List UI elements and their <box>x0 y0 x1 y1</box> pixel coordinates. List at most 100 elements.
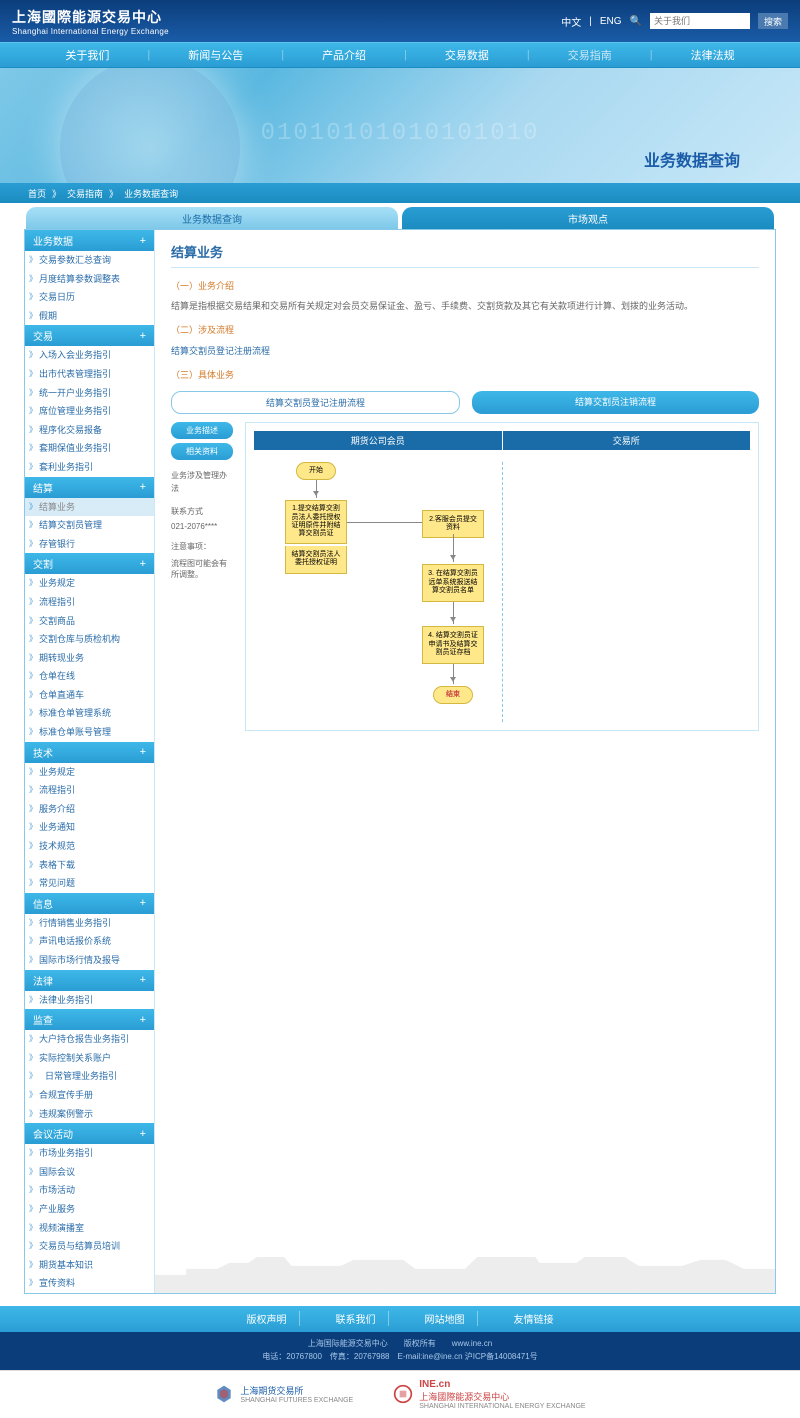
tab-1[interactable]: 市场观点 <box>402 207 774 229</box>
section-3-heading: （三）具体业务 <box>171 367 759 383</box>
lang-cn-link[interactable]: 中文 <box>561 14 581 29</box>
footer-logo-1[interactable]: 上海期货交易所 SHANGHAI FUTURES EXCHANGE <box>214 1384 353 1404</box>
sidebar-item-2-0[interactable]: 结算业务 <box>25 498 154 517</box>
expand-icon: + <box>140 974 146 986</box>
breadcrumb-2[interactable]: 业务数据查询 <box>124 187 178 200</box>
tab-0[interactable]: 业务数据查询 <box>26 207 398 229</box>
sidebar-item-4-2[interactable]: 服务介绍 <box>25 800 154 819</box>
breadcrumb-1[interactable]: 交易指南 <box>67 187 103 200</box>
sidebar-item-5-0[interactable]: 行情销售业务指引 <box>25 914 154 933</box>
sidebar-header-2[interactable]: 结算+ <box>25 477 154 498</box>
sidebar-item-7-2[interactable]: 合规宣传手册 <box>25 1086 154 1105</box>
sidebar-item-3-5[interactable]: 仓单在线 <box>25 667 154 686</box>
search-button[interactable]: 搜索 <box>758 13 788 29</box>
sidebar-header-7[interactable]: 监查+ <box>25 1009 154 1030</box>
footer-info-2: 电话：20767800 传真：20767988 E-mail:ine@ine.c… <box>0 1351 800 1364</box>
sidebar-item-0-3[interactable]: 假期 <box>25 307 154 326</box>
sidebar-item-4-6[interactable]: 常见问题 <box>25 874 154 893</box>
proc-tab-1[interactable]: 结算交割员注销流程 <box>472 391 759 414</box>
sidebar-item-3-0[interactable]: 业务规定 <box>25 574 154 593</box>
main-area: 业务数据+交易参数汇总查询月度结算参数调整表交易日历假期交易+入场入会业务指引出… <box>24 229 776 1294</box>
sidebar-item-7-1[interactable]: 实际控制关系账户 <box>25 1049 154 1068</box>
nav-item-4[interactable]: 交易指南 <box>560 47 620 63</box>
sidebar-item-4-1[interactable]: 流程指引 <box>25 781 154 800</box>
header: 上海國際能源交易中心 Shanghai International Energy… <box>0 0 800 42</box>
nav-item-1[interactable]: 新闻与公告 <box>180 47 251 63</box>
sidebar-header-6[interactable]: 法律+ <box>25 970 154 991</box>
footer-link-3[interactable]: 友情链接 <box>502 1311 566 1326</box>
pill-desc[interactable]: 业务描述 <box>171 422 233 439</box>
flow-node-1: 1.提交结算交割员法人委托授权证明原件并附结算交割员证 <box>285 500 347 544</box>
breadcrumb-0[interactable]: 首页 <box>28 187 46 200</box>
search-input[interactable] <box>650 13 750 29</box>
sidebar-item-4-3[interactable]: 业务通知 <box>25 818 154 837</box>
nav-item-3[interactable]: 交易数据 <box>437 47 497 63</box>
nav-item-2[interactable]: 产品介绍 <box>314 47 374 63</box>
sidebar-item-3-6[interactable]: 仓单直通车 <box>25 686 154 705</box>
section-2-heading: （二）涉及流程 <box>171 322 759 338</box>
expand-icon: + <box>140 481 146 493</box>
sidebar-item-4-0[interactable]: 业务规定 <box>25 763 154 782</box>
sidebar-item-5-2[interactable]: 国际市场行情及报导 <box>25 951 154 970</box>
sidebar-item-8-2[interactable]: 市场活动 <box>25 1181 154 1200</box>
sidebar-item-1-0[interactable]: 入场入会业务指引 <box>25 346 154 365</box>
footer-link-2[interactable]: 网站地图 <box>413 1311 478 1326</box>
sidebar-item-1-4[interactable]: 程序化交易报备 <box>25 421 154 440</box>
sidebar-item-0-2[interactable]: 交易日历 <box>25 288 154 307</box>
nav-item-0[interactable]: 关于我们 <box>57 47 117 63</box>
expand-icon: + <box>140 330 146 342</box>
footer-logo-2[interactable]: INE.cn 上海國際能源交易中心 SHANGHAI INTERNATIONAL… <box>393 1379 585 1410</box>
sidebar-item-3-7[interactable]: 标准仓单管理系统 <box>25 704 154 723</box>
sidebar-header-0[interactable]: 业务数据+ <box>25 230 154 251</box>
left-text-2: 联系方式 <box>171 506 233 519</box>
sidebar-item-6-0[interactable]: 法律业务指引 <box>25 991 154 1010</box>
flow-node-4: 4. 结算交割员证申请书及结算交割员证存档 <box>422 626 484 664</box>
sidebar-item-8-6[interactable]: 期货基本知识 <box>25 1256 154 1275</box>
sidebar-header-1[interactable]: 交易+ <box>25 325 154 346</box>
footer-info: 上海国际能源交易中心 版权所有 www.ine.cn 电话：20767800 传… <box>0 1332 800 1370</box>
footer-link-0[interactable]: 版权声明 <box>235 1311 300 1326</box>
sidebar-item-3-4[interactable]: 期转现业务 <box>25 649 154 668</box>
sidebar-item-8-0[interactable]: 市场业务指引 <box>25 1144 154 1163</box>
sidebar-item-4-5[interactable]: 表格下载 <box>25 856 154 875</box>
sidebar-header-3[interactable]: 交割+ <box>25 553 154 574</box>
sidebar-item-1-6[interactable]: 套利业务指引 <box>25 458 154 477</box>
content: 结算业务 （一）业务介绍 结算是指根据交易结果和交易所有关规定对会员交易保证金、… <box>155 230 775 1293</box>
header-right: 中文 | ENG 🔍 搜索 <box>561 13 788 29</box>
sidebar-item-7-0[interactable]: 大户持仓报告业务指引 <box>25 1030 154 1049</box>
sidebar-item-0-0[interactable]: 交易参数汇总查询 <box>25 251 154 270</box>
sidebar-item-4-4[interactable]: 技术规范 <box>25 837 154 856</box>
sidebar-item-7-1-sub[interactable]: 日常管理业务指引 <box>25 1067 154 1086</box>
sidebar-item-8-5[interactable]: 交易员与结算员培训 <box>25 1237 154 1256</box>
left-text-5: 流程图可能会有所调整。 <box>171 558 233 580</box>
sidebar-item-1-5[interactable]: 套期保值业务指引 <box>25 439 154 458</box>
sidebar-item-2-1[interactable]: 结算交割员管理 <box>25 516 154 535</box>
sidebar-header-5[interactable]: 信息+ <box>25 893 154 914</box>
sidebar-item-3-2[interactable]: 交割商品 <box>25 612 154 631</box>
sidebar-item-5-1[interactable]: 声讯电话报价系统 <box>25 932 154 951</box>
sidebar-item-8-7[interactable]: 宣传资料 <box>25 1274 154 1293</box>
sidebar-item-8-4[interactable]: 视频演播室 <box>25 1219 154 1238</box>
sidebar-item-3-8[interactable]: 标准仓单账号管理 <box>25 723 154 742</box>
sidebar-item-1-1[interactable]: 出市代表管理指引 <box>25 365 154 384</box>
sidebar-item-8-1[interactable]: 国际会议 <box>25 1163 154 1182</box>
expand-icon: + <box>140 746 146 758</box>
lang-en-link[interactable]: ENG <box>600 16 622 27</box>
nav-item-5[interactable]: 法律法规 <box>683 47 743 63</box>
sidebar-item-1-3[interactable]: 席位管理业务指引 <box>25 402 154 421</box>
sidebar-item-8-3[interactable]: 产业服务 <box>25 1200 154 1219</box>
banner-title: 业务数据查询 <box>644 147 740 171</box>
pill-material[interactable]: 相关资料 <box>171 443 233 460</box>
sidebar-item-1-2[interactable]: 统一开户业务指引 <box>25 384 154 403</box>
sidebar-item-3-1[interactable]: 流程指引 <box>25 593 154 612</box>
sidebar-item-3-3[interactable]: 交割仓库与质检机构 <box>25 630 154 649</box>
logo-cn: 上海國際能源交易中心 <box>12 7 561 27</box>
flow-col-2: 交易所 <box>503 431 751 450</box>
sidebar-item-2-2[interactable]: 存管银行 <box>25 535 154 554</box>
sidebar-header-4[interactable]: 技术+ <box>25 742 154 763</box>
sidebar-item-0-1[interactable]: 月度结算参数调整表 <box>25 270 154 289</box>
sidebar-item-7-3[interactable]: 违规案例警示 <box>25 1105 154 1124</box>
footer-link-1[interactable]: 联系我们 <box>324 1311 389 1326</box>
proc-tab-0[interactable]: 结算交割员登记注册流程 <box>171 391 460 414</box>
sidebar-header-8[interactable]: 会议活动+ <box>25 1123 154 1144</box>
